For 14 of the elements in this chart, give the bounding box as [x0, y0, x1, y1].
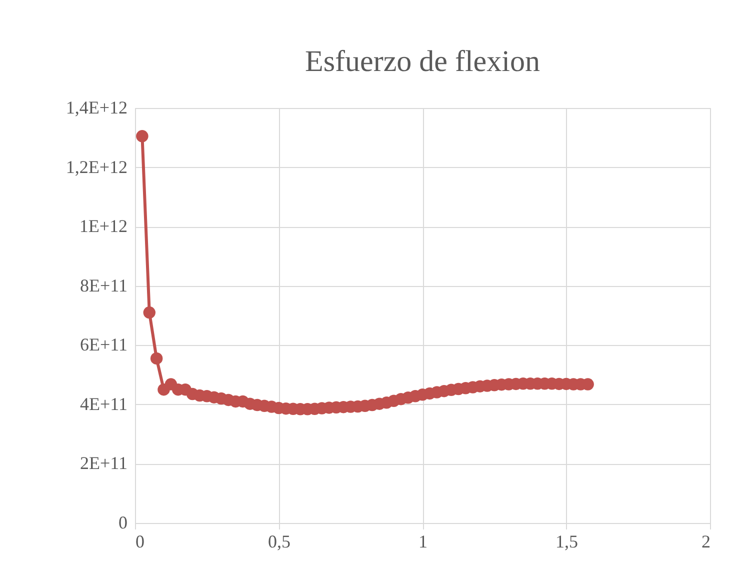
y-tick-label: 0: [118, 512, 128, 532]
x-tick-label: 0,5: [268, 532, 290, 552]
x-tick-label: 2: [702, 532, 710, 552]
y-tick-label: 2E+11: [80, 453, 128, 474]
x-tick-label: 1: [418, 532, 428, 552]
y-tick-label: 8E+11: [80, 275, 128, 296]
y-tick-label: 1,2E+12: [66, 156, 128, 177]
x-tick-label: 0: [136, 532, 144, 552]
y-tick-label: 1E+12: [79, 216, 128, 236]
y-tick-label: 1,4E+12: [66, 98, 128, 118]
y-tick-label: 4E+11: [80, 394, 128, 414]
x-tick-label: 1,5: [556, 532, 578, 552]
chart-title: Esfuerzo de flexion: [305, 45, 540, 78]
y-tick-label: 6E+11: [80, 334, 128, 355]
